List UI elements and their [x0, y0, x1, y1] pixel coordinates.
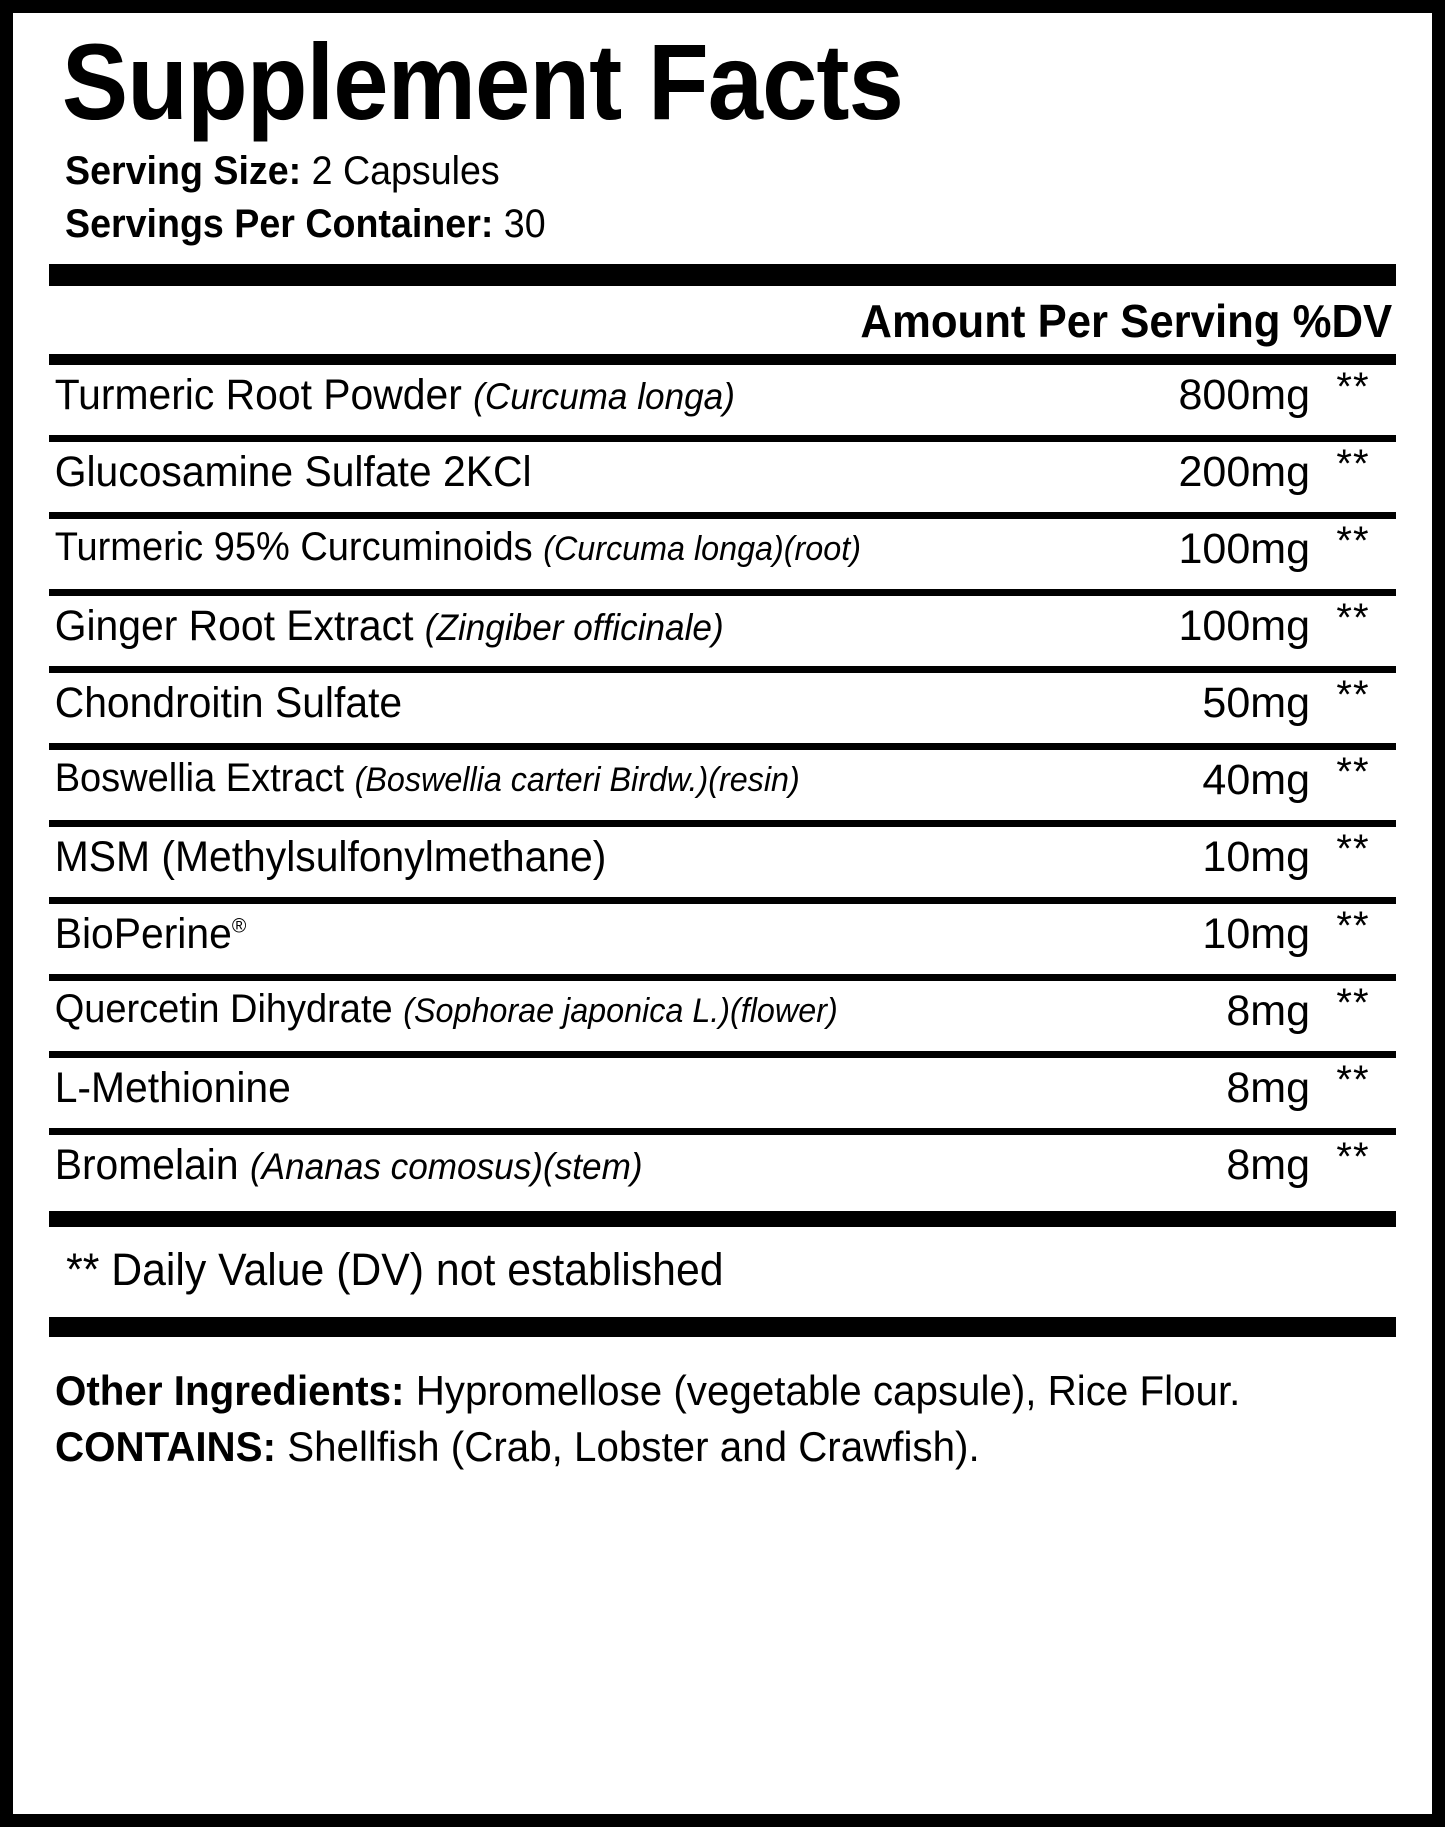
table-row: Quercetin Dihydrate (Sophorae japonica L…: [49, 981, 1396, 1051]
ingredient-name: L-Methionine: [49, 1063, 1160, 1114]
ingredient-daily-value: **: [1336, 1135, 1370, 1180]
serving-info: Serving Size: 2 Capsules Servings Per Co…: [49, 145, 1396, 251]
table-row: Glucosamine Sulfate 2KCl 200mg **: [49, 442, 1396, 512]
page-title: Supplement Facts: [61, 21, 904, 142]
table-row: Ginger Root Extract (Zingiber officinale…: [49, 596, 1396, 666]
ingredient-amount: 50mg: [1202, 679, 1310, 728]
ingredient-daily-value: **: [1336, 981, 1370, 1026]
ingredient-daily-value: **: [1336, 1058, 1370, 1103]
ingredient-plant-part: (flower): [730, 992, 838, 1031]
table-row: Turmeric Root Powder (Curcuma longa) 800m…: [49, 365, 1396, 435]
row-divider: [49, 666, 1396, 674]
ingredient-common-name: BioPerine®: [54, 910, 247, 959]
row-divider: [49, 435, 1396, 443]
ingredient-common-name: Glucosamine Sulfate 2KCl: [54, 448, 532, 497]
ingredient-common-name: Boswellia Extract: [54, 756, 345, 801]
ingredient-plant-part: (root): [783, 530, 861, 569]
table-row: Boswellia Extract (Boswellia carteri Bir…: [49, 750, 1396, 820]
ingredient-name: Turmeric 95% Curcuminoids (Curcuma longa…: [49, 524, 1114, 571]
other-ingredients-label: Other Ingredients:: [55, 1367, 405, 1415]
row-divider: [49, 974, 1396, 982]
ingredient-latin-name: (Zingiber officinale): [424, 607, 724, 649]
ingredient-amount: 10mg: [1202, 910, 1310, 959]
ingredient-table: Turmeric Root Powder (Curcuma longa) 800m…: [49, 365, 1396, 1228]
row-divider: [49, 897, 1396, 905]
ingredient-common-name: Ginger Root Extract: [54, 602, 414, 651]
ingredient-daily-value: **: [1336, 827, 1370, 872]
divider-under-header: [49, 354, 1396, 366]
serving-size-line: Serving Size: 2 Capsules: [65, 145, 1316, 198]
ingredient-daily-value: **: [1336, 673, 1370, 718]
ingredient-name: Quercetin Dihydrate (Sophorae japonica L…: [49, 986, 1160, 1033]
ingredient-name: Ginger Root Extract (Zingiber officinale…: [49, 601, 1114, 652]
ingredient-plant-part: (stem): [543, 1146, 643, 1188]
ingredient-name: Boswellia Extract (Boswellia carteri Bir…: [49, 755, 1137, 802]
ingredient-daily-value: **: [1336, 750, 1370, 795]
ingredient-daily-value: **: [1336, 442, 1370, 487]
ingredient-amount: 100mg: [1178, 602, 1310, 651]
ingredient-common-name: Quercetin Dihydrate: [54, 987, 393, 1032]
ingredient-common-name: Turmeric Root Powder: [54, 371, 462, 420]
ingredient-daily-value: **: [1336, 519, 1370, 564]
ingredient-latin-name: (Ananas comosus): [249, 1146, 544, 1188]
servings-per-container-label: Servings Per Container:: [65, 202, 494, 247]
contains-label: CONTAINS:: [55, 1422, 276, 1470]
ingredient-amount: 200mg: [1178, 448, 1310, 497]
servings-per-container-line: Servings Per Container: 30: [65, 198, 1316, 251]
row-divider: [49, 743, 1396, 751]
contains-value: Shellfish (Crab, Lobster and Crawfish).: [287, 1422, 980, 1470]
divider-thick-top: [49, 263, 1396, 286]
table-row: BioPerine® 10mg **: [49, 904, 1396, 974]
ingredient-name: BioPerine®: [49, 909, 1137, 960]
table-row: L-Methionine 8mg **: [49, 1058, 1396, 1128]
serving-size-label: Serving Size:: [65, 149, 302, 194]
ingredient-name: Bromelain (Ananas comosus)(stem): [49, 1140, 1160, 1191]
ingredient-amount: 10mg: [1202, 833, 1310, 882]
ingredient-amount: 100mg: [1178, 525, 1310, 574]
ingredient-amount: 40mg: [1202, 756, 1310, 805]
ingredient-daily-value: **: [1336, 904, 1370, 949]
ingredient-latin-name: (Curcuma longa): [473, 376, 735, 418]
divider-panel-bottom: [49, 1317, 1396, 1338]
ingredient-common-name: Turmeric 95% Curcuminoids: [54, 525, 533, 570]
ingredient-amount: 8mg: [1226, 1141, 1310, 1190]
other-ingredients-line: Other Ingredients: Hypromellose (vegetab…: [55, 1363, 1339, 1418]
ingredient-common-name: Chondroitin Sulfate: [54, 679, 403, 728]
amount-per-serving-header: Amount Per Serving %DV: [860, 294, 1393, 347]
other-ingredients-block: Other Ingredients: Hypromellose (vegetab…: [49, 1337, 1396, 1474]
ingredient-plant-part: (resin): [708, 761, 800, 800]
ingredient-latin-name: (Curcuma longa): [543, 530, 784, 569]
ingredient-name: MSM (Methylsulfonylmethane): [49, 832, 1137, 883]
ingredient-common-name: Bromelain: [54, 1141, 239, 1190]
ingredient-daily-value: **: [1336, 596, 1370, 641]
table-row: MSM (Methylsulfonylmethane) 10mg **: [49, 827, 1396, 897]
table-row: Turmeric 95% Curcuminoids (Curcuma longa…: [49, 519, 1396, 589]
row-divider: [49, 589, 1396, 597]
row-divider: [49, 820, 1396, 828]
ingredient-name: Chondroitin Sulfate: [49, 678, 1137, 729]
table-row: Bromelain (Ananas comosus)(stem) 8mg **: [49, 1135, 1396, 1205]
ingredient-name: Turmeric Root Powder (Curcuma longa): [49, 370, 1114, 421]
table-row: Chondroitin Sulfate 50mg **: [49, 673, 1396, 743]
serving-size-value: 2 Capsules: [311, 149, 500, 194]
servings-per-container-value: 30: [503, 202, 546, 247]
other-ingredients-value: Hypromellose (vegetable capsule), Rice F…: [415, 1367, 1241, 1415]
ingredient-latin-name: (Sophorae japonica L.): [403, 992, 731, 1031]
row-divider: [49, 512, 1396, 520]
row-divider: [49, 1051, 1396, 1059]
ingredient-amount: 8mg: [1226, 1064, 1310, 1113]
daily-value-footnote: ** Daily Value (DV) not established: [66, 1244, 724, 1296]
ingredient-daily-value: **: [1336, 365, 1370, 410]
row-divider: [49, 1128, 1396, 1136]
ingredient-name: Glucosamine Sulfate 2KCl: [49, 447, 1114, 498]
ingredient-latin-name: (Boswellia carteri Birdw.): [354, 761, 709, 800]
ingredient-common-name: L-Methionine: [54, 1064, 291, 1113]
ingredient-amount: 8mg: [1226, 987, 1310, 1036]
ingredient-amount: 800mg: [1178, 371, 1310, 420]
contains-line: CONTAINS: Shellfish (Crab, Lobster and C…: [55, 1419, 1339, 1474]
divider-table-bottom: [49, 1211, 1396, 1228]
ingredient-common-name: MSM (Methylsulfonylmethane): [54, 833, 607, 882]
